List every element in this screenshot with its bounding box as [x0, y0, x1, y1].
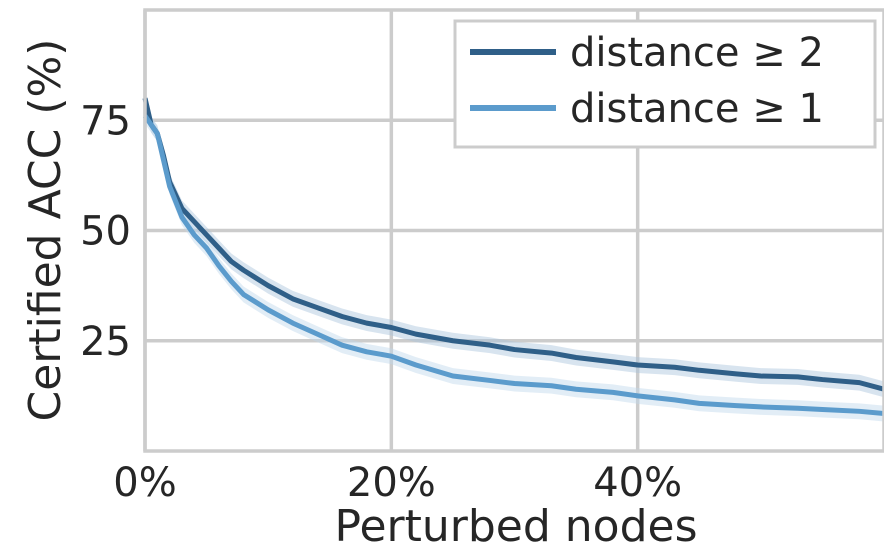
x-axis-title: Perturbed nodes: [335, 501, 698, 549]
series-band-2: [145, 107, 884, 422]
legend-items: distance ≥ 2 distance ≥ 1: [470, 30, 824, 132]
confidence-bands: [145, 90, 884, 422]
legend-box: [453, 19, 877, 149]
y-axis-title: Certified ACC (%): [20, 39, 71, 422]
legend-label: distance ≥ 1: [570, 86, 824, 132]
y-tick-labels: 25 50 75: [80, 98, 131, 365]
y-tick-label: 50: [80, 209, 131, 255]
series-lines: [142, 97, 884, 417]
x-tick-labels: 0% 20% 40%: [113, 460, 682, 506]
y-tick-label: 25: [80, 319, 131, 365]
x-tick-label: 20%: [347, 460, 436, 506]
legend-label: distance ≥ 2: [570, 30, 824, 76]
x-tick-label: 0%: [113, 460, 176, 506]
legend: distance ≥ 2 distance ≥ 1: [453, 19, 877, 149]
y-tick-label: 75: [80, 98, 131, 144]
x-tick-label: 40%: [593, 460, 682, 506]
series-line-2: [142, 114, 884, 417]
series-line-1: [142, 97, 884, 392]
plot-frame: [143, 8, 884, 453]
